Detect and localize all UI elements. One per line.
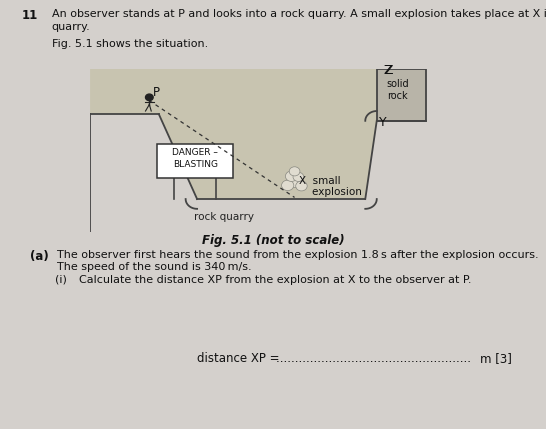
Text: quarry.: quarry. <box>52 22 91 32</box>
Text: Z: Z <box>384 63 393 76</box>
Text: P: P <box>152 86 159 99</box>
Text: (i): (i) <box>55 275 67 284</box>
Text: Fig. 5.1 (not to scale): Fig. 5.1 (not to scale) <box>201 234 345 247</box>
Text: An observer stands at P and looks into a rock quarry. A small explosion takes pl: An observer stands at P and looks into a… <box>52 9 546 19</box>
Circle shape <box>296 181 307 191</box>
FancyBboxPatch shape <box>157 144 233 178</box>
Text: Z: Z <box>384 63 392 76</box>
Circle shape <box>145 94 153 100</box>
Polygon shape <box>90 69 426 199</box>
Text: (a): (a) <box>30 250 49 263</box>
Text: Y: Y <box>379 116 386 129</box>
Text: Fig. 5.1 shows the situation.: Fig. 5.1 shows the situation. <box>52 39 208 48</box>
Circle shape <box>289 167 300 176</box>
Text: rock quarry: rock quarry <box>194 212 254 222</box>
Circle shape <box>286 171 298 181</box>
Text: BLASTING: BLASTING <box>173 160 218 169</box>
Text: 11: 11 <box>22 9 38 22</box>
Bar <box>377 69 426 121</box>
Text: ....................................................: ........................................… <box>276 352 474 365</box>
Text: The speed of the sound is 340 m/s.: The speed of the sound is 340 m/s. <box>57 262 252 272</box>
Text: DANGER –: DANGER – <box>172 148 218 157</box>
Circle shape <box>282 180 294 190</box>
Text: X  small
    explosion: X small explosion <box>299 176 362 197</box>
Text: Calculate the distance XP from the explosion at X to the observer at P.: Calculate the distance XP from the explo… <box>79 275 472 284</box>
Text: The observer first hears the sound from the explosion 1.8 s after the explosion : The observer first hears the sound from … <box>57 250 539 260</box>
Text: m [3]: m [3] <box>480 352 512 365</box>
Circle shape <box>287 175 302 187</box>
Text: distance XP =: distance XP = <box>197 352 283 365</box>
Circle shape <box>293 172 304 181</box>
Text: solid
rock: solid rock <box>387 79 409 101</box>
